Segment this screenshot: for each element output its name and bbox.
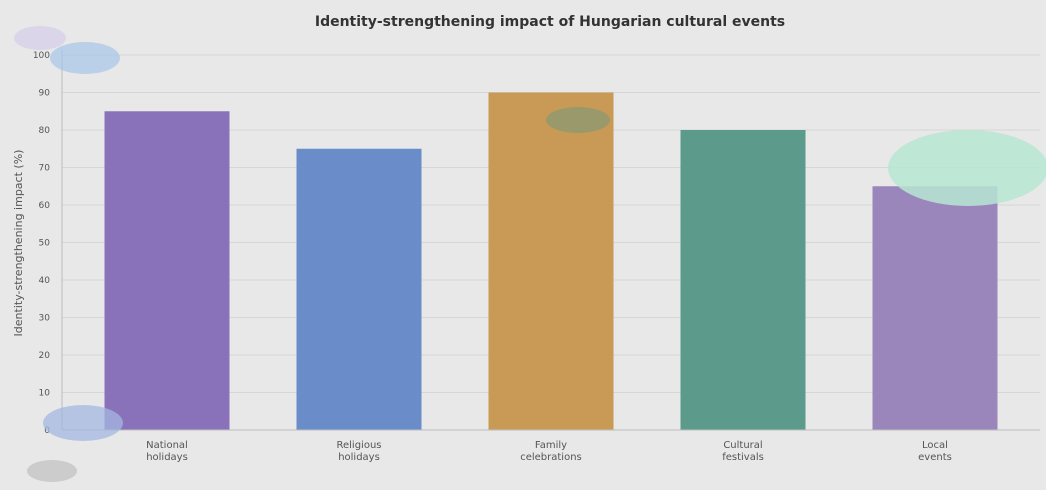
decorative-blob-blue-bottom [43, 405, 123, 441]
decorative-blob-lavender [14, 26, 66, 50]
x-tick-label: Family [535, 440, 567, 451]
bars [104, 92, 998, 430]
x-tick-label: National [146, 440, 188, 451]
x-tick-label: festivals [722, 452, 764, 463]
x-tick-label: holidays [146, 452, 188, 463]
decorations [14, 26, 1046, 482]
y-tick-label: 60 [39, 201, 51, 211]
bar [872, 186, 998, 430]
x-axis: NationalholidaysReligiousholidaysFamilyc… [62, 429, 1040, 463]
bar [104, 111, 230, 430]
x-tick-label: Local [922, 440, 948, 451]
x-tick-label: events [918, 452, 952, 463]
y-tick-label: 40 [39, 276, 51, 286]
decorative-blob-blue-top [50, 42, 120, 74]
x-tick-label: celebrations [520, 452, 582, 463]
y-tick-label: 80 [39, 126, 51, 136]
decorative-blob-grey-bottom [27, 460, 77, 482]
y-tick-label: 10 [39, 389, 51, 399]
y-tick-label: 50 [39, 239, 51, 249]
bar [296, 148, 422, 430]
chart-title: Identity-strengthening impact of Hungari… [315, 14, 785, 30]
x-tick-label: Religious [337, 440, 382, 451]
x-tick-label: holidays [338, 452, 380, 463]
y-tick-label: 20 [39, 351, 51, 361]
y-axis-label: Identity-strengthening impact (%) [12, 150, 25, 337]
decorative-blob-mint [888, 130, 1046, 206]
y-tick-label: 100 [33, 51, 50, 61]
bar [680, 130, 806, 430]
decorative-blob-grey-overlay [546, 107, 610, 133]
bar [488, 92, 614, 430]
y-tick-label: 30 [39, 314, 51, 324]
y-tick-label: 70 [39, 164, 51, 174]
y-tick-label: 90 [39, 89, 51, 99]
x-tick-label: Cultural [723, 440, 762, 451]
